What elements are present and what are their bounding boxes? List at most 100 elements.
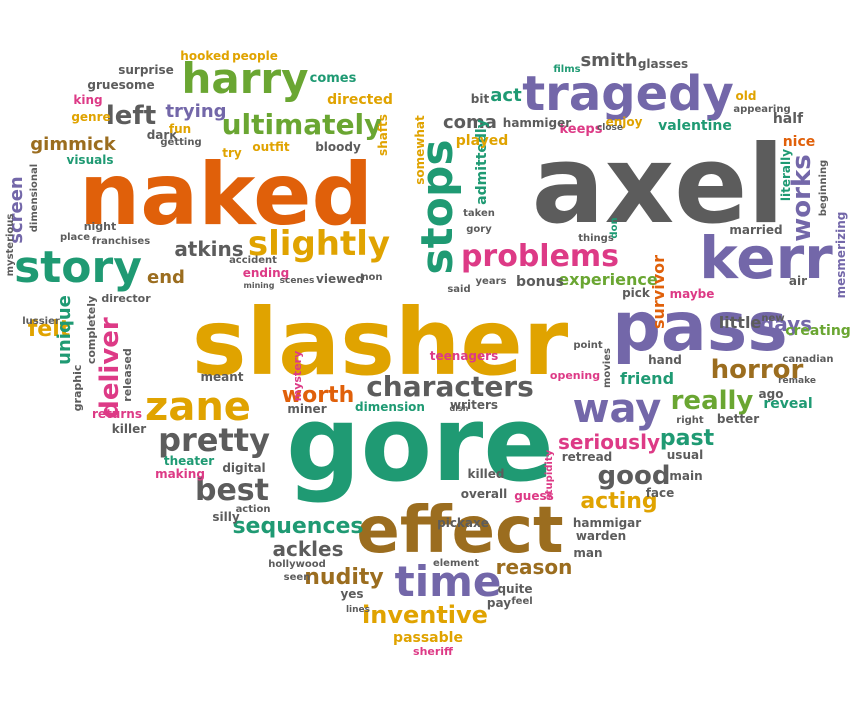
word-works: works — [787, 154, 817, 241]
word-literally: literally — [779, 149, 793, 201]
word-act: act — [490, 85, 522, 106]
word-point: point — [573, 340, 603, 351]
word-best: best — [195, 473, 269, 508]
word-good: good — [598, 461, 671, 491]
word-dimension: dimension — [355, 400, 425, 414]
word-shafts: shafts — [376, 114, 390, 156]
word-dimensional: dimensional — [29, 164, 40, 232]
word-seriously: seriously — [558, 430, 660, 454]
word-taken: taken — [463, 208, 495, 219]
word-surprise: surprise — [118, 63, 174, 77]
word-hammiger: hammiger — [503, 116, 571, 130]
word-genre: genre — [71, 110, 110, 124]
word-reason: reason — [496, 555, 573, 579]
word-lines: lines — [346, 605, 370, 615]
word-acting: acting — [580, 489, 657, 514]
word-screen: screen — [6, 176, 27, 244]
word-little: little — [719, 313, 762, 332]
word-graphic: graphic — [71, 365, 84, 412]
word-days: days — [760, 312, 812, 336]
word-pass: pass — [612, 288, 788, 367]
word-mining: mining — [244, 281, 275, 290]
word-silly: silly — [212, 510, 239, 524]
word-meant: meant — [200, 370, 243, 384]
word-nudity: nudity — [304, 565, 383, 590]
word-smith: smith — [580, 50, 637, 71]
word-teenagers: teenagers — [430, 349, 498, 363]
word-usual: usual — [667, 448, 703, 462]
word-passable: passable — [393, 630, 463, 646]
word-mysterious: mysterious — [5, 214, 16, 277]
word-remake: remake — [778, 376, 816, 386]
word-scenes: scenes — [280, 276, 315, 286]
word-viewed: viewed — [316, 272, 364, 286]
word-gory: gory — [466, 224, 492, 235]
word-making: making — [155, 467, 205, 481]
word-returns: returns — [92, 407, 142, 421]
word-warden: warden — [576, 529, 626, 543]
word-years: years — [476, 276, 507, 287]
word-ackles: ackles — [273, 537, 344, 561]
word-released: released — [121, 348, 134, 401]
word-coma: coma — [443, 112, 497, 133]
word-slasher: slasher — [192, 289, 569, 396]
word-main: main — [669, 469, 702, 483]
word-films: films — [553, 64, 580, 75]
word-face: face — [646, 486, 675, 500]
word-bit: bit — [471, 92, 490, 106]
word-comes: comes — [310, 71, 357, 86]
word-played: played — [456, 133, 508, 149]
word-somewhat: somewhat — [413, 115, 427, 185]
word-stops: stops — [412, 139, 463, 274]
word-man: man — [573, 546, 602, 560]
word-hooked: hooked — [180, 49, 229, 63]
word-director: director — [101, 292, 151, 305]
word-slightly: slightly — [248, 224, 390, 264]
word-things: things — [578, 233, 614, 244]
word-try: try — [222, 146, 242, 160]
word-hammigar: hammigar — [573, 516, 641, 530]
word-movies: movies — [602, 348, 613, 388]
word-reveal: reveal — [763, 396, 812, 412]
word-friend: friend — [620, 369, 674, 388]
word-story: story — [14, 242, 142, 293]
word-deliver: deliver — [95, 317, 125, 419]
word-nice: nice — [783, 134, 816, 150]
word-bloody: bloody — [315, 140, 361, 154]
word-close: close — [597, 123, 623, 133]
word-franchises: franchises — [92, 236, 150, 247]
word-ago: ago — [759, 387, 784, 401]
word-lussier: lussier — [22, 316, 60, 327]
word-retread: retread — [562, 450, 613, 464]
word-killed: killed — [467, 467, 504, 481]
word-creating: creating — [785, 323, 851, 339]
word-dish: dish — [450, 404, 469, 413]
word-maybe: maybe — [670, 287, 715, 301]
word-keeps: keeps — [560, 122, 603, 137]
word-said: said — [447, 284, 470, 295]
word-ultimately: ultimately — [222, 108, 383, 141]
word-mesmerizing: mesmerizing — [834, 212, 848, 299]
word-old: old — [736, 89, 757, 103]
word-gore: gore — [286, 383, 554, 505]
word-guess: guess — [514, 489, 554, 503]
word-ending: ending — [243, 266, 290, 280]
word-pick: pick — [622, 286, 651, 300]
word-mystery: mystery — [291, 351, 304, 402]
word-kerr: kerr — [699, 224, 833, 292]
word-miner: miner — [287, 402, 326, 416]
word-way: way — [573, 386, 662, 432]
word-theater: theater — [164, 454, 214, 468]
word-pay: pay — [487, 596, 511, 610]
word-time: time — [395, 557, 502, 606]
word-experience: experience — [558, 270, 658, 289]
word-characters: characters — [366, 370, 534, 403]
word-don: don — [609, 217, 620, 238]
word-past: past — [660, 426, 715, 451]
word-horror: horror — [711, 355, 804, 385]
word-gimmick: gimmick — [30, 134, 116, 155]
word-quite: quite — [497, 582, 532, 596]
word-enjoy: enjoy — [606, 115, 643, 129]
